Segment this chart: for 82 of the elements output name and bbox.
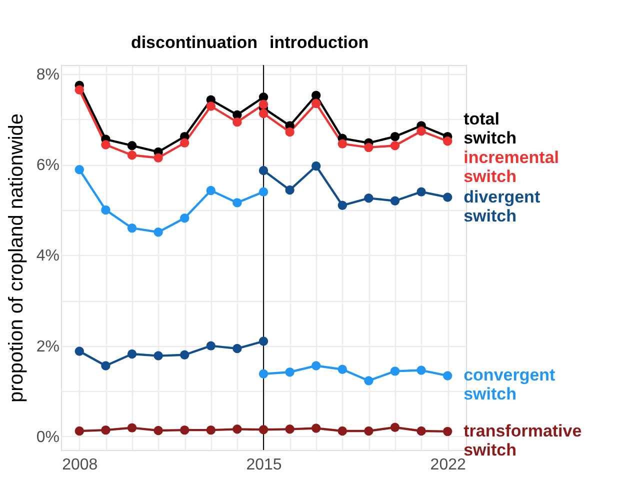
point bbox=[232, 198, 242, 208]
point bbox=[390, 196, 400, 206]
point bbox=[416, 187, 426, 196]
point bbox=[364, 142, 374, 152]
x-tick-label: 2022 bbox=[430, 456, 466, 474]
point bbox=[180, 138, 190, 148]
point bbox=[258, 369, 268, 379]
point bbox=[206, 341, 216, 350]
y-tick-label: 0% bbox=[36, 428, 60, 446]
point bbox=[232, 424, 242, 434]
point bbox=[442, 136, 452, 146]
point bbox=[101, 205, 110, 215]
point bbox=[311, 361, 321, 370]
y-tick-label: 4% bbox=[36, 248, 60, 265]
y-tick-label: 2% bbox=[36, 338, 60, 356]
point bbox=[364, 426, 374, 436]
point bbox=[74, 85, 84, 95]
point bbox=[442, 192, 452, 202]
y-axis-title: propotion of cropland nationwide bbox=[5, 113, 28, 403]
point bbox=[390, 422, 400, 432]
point bbox=[258, 100, 268, 110]
series-label: divergent switch bbox=[464, 187, 540, 226]
point bbox=[442, 426, 452, 436]
point bbox=[206, 425, 216, 435]
text: introduction bbox=[270, 33, 369, 52]
point bbox=[74, 426, 84, 436]
point bbox=[154, 228, 163, 237]
point bbox=[416, 426, 426, 436]
point bbox=[127, 141, 137, 150]
point bbox=[206, 186, 216, 196]
x-tick-label: 2008 bbox=[62, 456, 98, 474]
point bbox=[364, 194, 374, 203]
point bbox=[154, 426, 163, 436]
point bbox=[127, 150, 137, 160]
series-label: incremental switch bbox=[464, 148, 560, 186]
point bbox=[180, 425, 190, 435]
point bbox=[338, 426, 348, 436]
point bbox=[311, 424, 321, 433]
point bbox=[311, 90, 321, 100]
point bbox=[206, 102, 216, 111]
point bbox=[232, 117, 242, 127]
point bbox=[127, 423, 137, 432]
series-label: convergent switch bbox=[464, 366, 556, 404]
point bbox=[74, 165, 84, 174]
point bbox=[390, 141, 400, 150]
x-tick-label: 2015 bbox=[246, 456, 282, 474]
point bbox=[416, 366, 426, 375]
point bbox=[258, 336, 268, 346]
point bbox=[154, 153, 163, 162]
point bbox=[390, 366, 400, 376]
point bbox=[74, 346, 84, 356]
point bbox=[101, 361, 110, 370]
point bbox=[154, 351, 163, 360]
point bbox=[364, 376, 374, 386]
point bbox=[442, 371, 452, 380]
point bbox=[180, 350, 190, 360]
point bbox=[127, 223, 137, 233]
y-tick-label: 6% bbox=[36, 157, 60, 174]
point bbox=[258, 108, 268, 118]
point bbox=[416, 126, 426, 136]
point bbox=[180, 213, 190, 223]
point bbox=[258, 425, 268, 434]
point bbox=[101, 425, 110, 435]
point bbox=[338, 364, 348, 374]
point bbox=[338, 200, 348, 210]
point bbox=[127, 349, 137, 359]
point bbox=[311, 161, 321, 171]
point bbox=[285, 367, 294, 377]
point bbox=[258, 166, 268, 176]
series-label: transformative switch bbox=[464, 421, 582, 460]
point bbox=[232, 344, 242, 354]
point bbox=[390, 132, 400, 142]
point bbox=[101, 140, 110, 150]
point bbox=[285, 127, 294, 137]
point bbox=[285, 424, 294, 434]
point bbox=[311, 98, 321, 108]
point bbox=[258, 187, 268, 196]
point bbox=[285, 185, 294, 195]
series-label: total switch bbox=[464, 110, 516, 148]
text: discontinuation bbox=[130, 33, 258, 52]
point bbox=[338, 139, 348, 148]
y-tick-label: 8% bbox=[36, 66, 60, 84]
